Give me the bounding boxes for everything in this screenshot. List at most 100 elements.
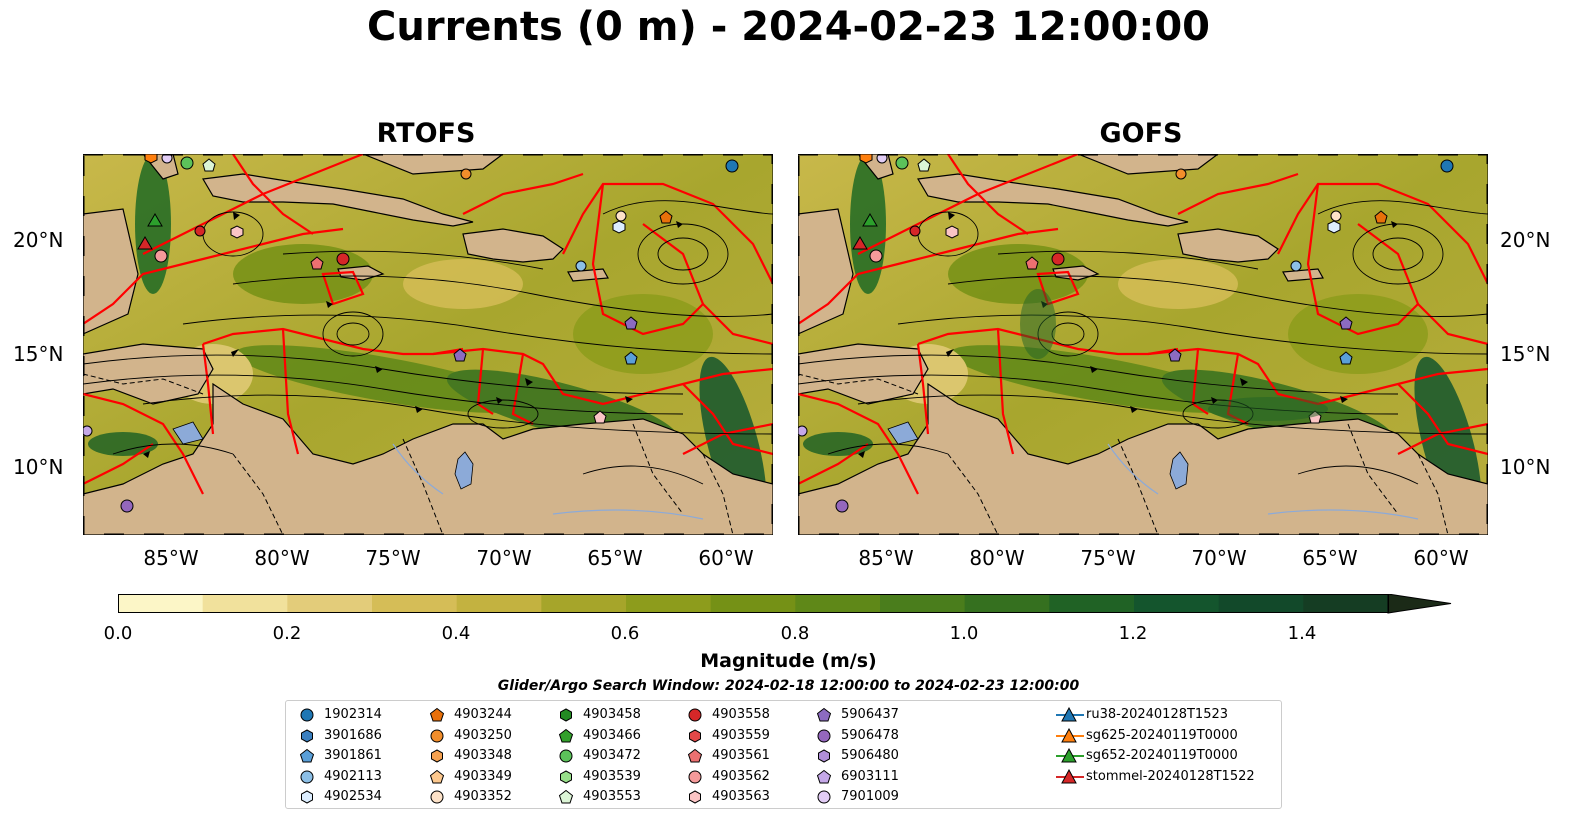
legend-label: 4903539 (583, 768, 641, 784)
circle-marker-icon (300, 770, 314, 783)
legend-label: 6903111 (841, 768, 899, 784)
colorbar-segment (626, 594, 712, 613)
legend-label: 4903559 (712, 727, 770, 743)
legend-label: 4903553 (583, 789, 641, 804)
colorbar-tick: 1.4 (1287, 623, 1317, 644)
lat-label-15n-left: 15°N (13, 342, 64, 366)
colorbar-segment (202, 594, 288, 613)
lon-label-80w-gofs: 80°W (969, 546, 1025, 570)
pentagon-marker-icon (558, 728, 574, 742)
legend-label: 5906478 (841, 727, 899, 743)
colorbar-segment (1303, 594, 1389, 613)
legend-label: ru38-20240128T1523 (1086, 707, 1229, 722)
gofs-panel-title: GOFS (1099, 118, 1183, 149)
legend-label: 4903458 (583, 707, 641, 722)
lon-label-65w-rtofs: 65°W (587, 546, 643, 570)
legend-label: stommel-20240128T1522 (1086, 768, 1255, 784)
colorbar-tick: 1.0 (949, 623, 979, 644)
lon-label-75w-gofs: 75°W (1080, 546, 1136, 570)
colorbar-segment (880, 594, 966, 613)
colorbar-segment (287, 594, 373, 613)
lat-label-10n-right: 10°N (1500, 455, 1551, 479)
legend-label: 4903558 (712, 707, 770, 722)
legend-label: sg652-20240119T0000 (1086, 748, 1238, 763)
lon-label-85w-gofs: 85°W (858, 546, 914, 570)
circle-marker-icon (817, 729, 831, 742)
circle-marker-icon (300, 708, 314, 722)
colorbar-segment (964, 594, 1050, 613)
triangle-line-marker-icon (1056, 768, 1084, 783)
circle-marker-icon (559, 749, 573, 763)
lon-label-65w-gofs: 65°W (1302, 546, 1358, 570)
colorbar-label: Magnitude (m/s) (700, 650, 877, 672)
lon-label-80w-rtofs: 80°W (254, 546, 310, 570)
legend-label: 5906480 (841, 748, 899, 763)
lon-label-60w-gofs: 60°W (1413, 546, 1469, 570)
legend-label: 3901861 (324, 748, 382, 763)
colorbar-segment (372, 594, 458, 613)
legend-label: 5906437 (841, 707, 899, 722)
colorbar-tick: 1.2 (1118, 623, 1148, 644)
colorbar-segment (541, 594, 627, 613)
figure-title: Currents (0 m) - 2024-02-23 12:00:00 (367, 4, 1210, 50)
hexagon-marker-icon (301, 728, 313, 743)
pentagon-marker-icon (299, 748, 315, 763)
colorbar-extend-arrow (1387, 594, 1452, 614)
legend-label: 4903466 (583, 727, 641, 743)
pentagon-marker-icon (429, 707, 445, 722)
legend-label: 7901009 (841, 789, 899, 804)
hexagon-marker-icon (689, 728, 701, 743)
pentagon-marker-icon (816, 769, 832, 783)
gofs-current-map (798, 154, 1488, 535)
pentagon-marker-icon (429, 769, 445, 783)
colorbar-tick: 0.6 (610, 623, 640, 644)
lat-label-10n-left: 10°N (13, 455, 64, 479)
colorbar-segment (710, 594, 796, 613)
lat-label-20n-left: 20°N (13, 228, 64, 252)
legend-label: 4903244 (454, 707, 512, 722)
legend-label: 4903348 (454, 748, 512, 763)
hexagon-marker-icon (431, 749, 443, 763)
search-window-text: Glider/Argo Search Window: 2024-02-18 12… (497, 678, 1080, 694)
legend: 1902314 3901686 3901861 4902113 4902534 49032… (285, 700, 1282, 809)
colorbar-segment (1049, 594, 1135, 613)
colorbar-segment (795, 594, 881, 613)
pentagon-marker-icon (687, 748, 703, 763)
triangle-line-marker-icon (1056, 707, 1084, 722)
magnitude-colorbar (118, 594, 1452, 614)
colorbar-tick: 0.2 (272, 623, 302, 644)
lat-label-15n-right: 15°N (1500, 342, 1551, 366)
colorbar-segment (456, 594, 542, 613)
lon-label-75w-rtofs: 75°W (365, 546, 421, 570)
circle-marker-icon (430, 790, 444, 804)
pentagon-marker-icon (816, 707, 832, 722)
legend-label: sg625-20240119T0000 (1086, 727, 1238, 743)
circle-marker-icon (688, 770, 702, 783)
triangle-line-marker-icon (1056, 727, 1084, 742)
lat-label-20n-right: 20°N (1500, 228, 1551, 252)
legend-label: 4902534 (324, 789, 382, 804)
circle-marker-icon (817, 790, 831, 804)
legend-label: 4903561 (712, 748, 770, 763)
colorbar-segment (118, 594, 204, 613)
rtofs-panel-title: RTOFS (376, 118, 476, 149)
hexagon-marker-icon (560, 769, 572, 784)
legend-label: 1902314 (324, 707, 382, 722)
hexagon-marker-icon (818, 749, 830, 763)
legend-label: 4903349 (454, 768, 512, 784)
legend-label: 4903352 (454, 789, 512, 804)
colorbar-segment (1218, 594, 1304, 613)
legend-label: 4903472 (583, 748, 641, 763)
legend-label: 3901686 (324, 727, 382, 743)
lon-label-60w-rtofs: 60°W (698, 546, 754, 570)
triangle-line-marker-icon (1056, 748, 1084, 763)
hexagon-marker-icon (301, 790, 313, 804)
legend-label: 4902113 (324, 768, 382, 784)
pentagon-marker-icon (558, 789, 574, 804)
legend-label: 4903250 (454, 727, 512, 743)
lon-label-85w-rtofs: 85°W (143, 546, 199, 570)
lon-label-70w-rtofs: 70°W (476, 546, 532, 570)
colorbar-tick: 0.8 (780, 623, 810, 644)
rtofs-current-map (83, 154, 773, 535)
circle-marker-icon (430, 729, 444, 742)
